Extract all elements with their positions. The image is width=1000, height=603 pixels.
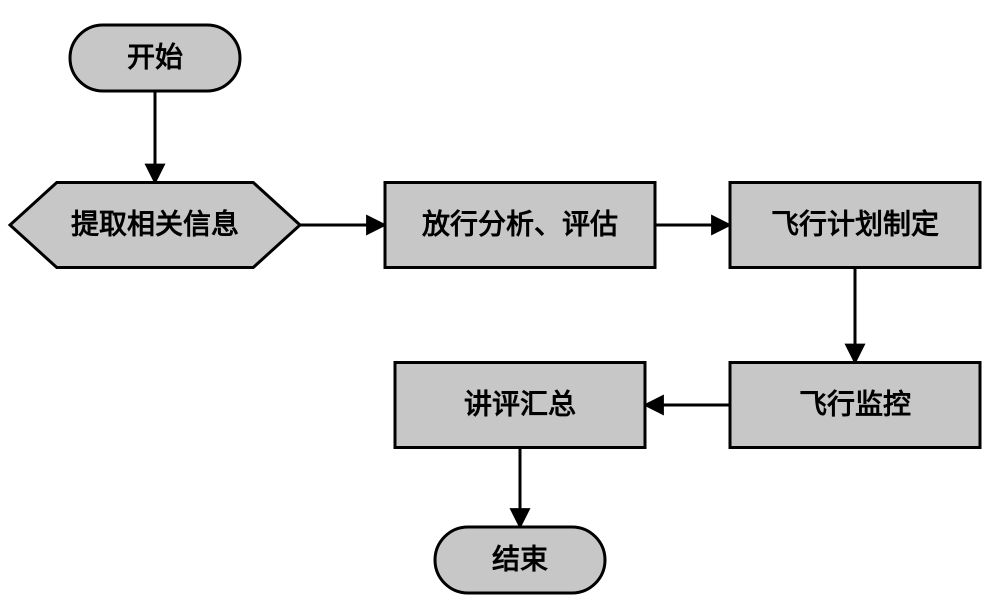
flow-node-plan: 飞行计划制定 <box>730 183 980 268</box>
flow-node-extract: 提取相关信息 <box>10 183 300 268</box>
flow-node-monitor: 飞行监控 <box>730 363 980 448</box>
flow-node-review: 讲评汇总 <box>395 363 645 448</box>
flow-node-end: 结束 <box>435 527 605 593</box>
flow-node-start: 开始 <box>70 25 240 91</box>
flow-node-analyze: 放行分析、评估 <box>385 183 655 268</box>
